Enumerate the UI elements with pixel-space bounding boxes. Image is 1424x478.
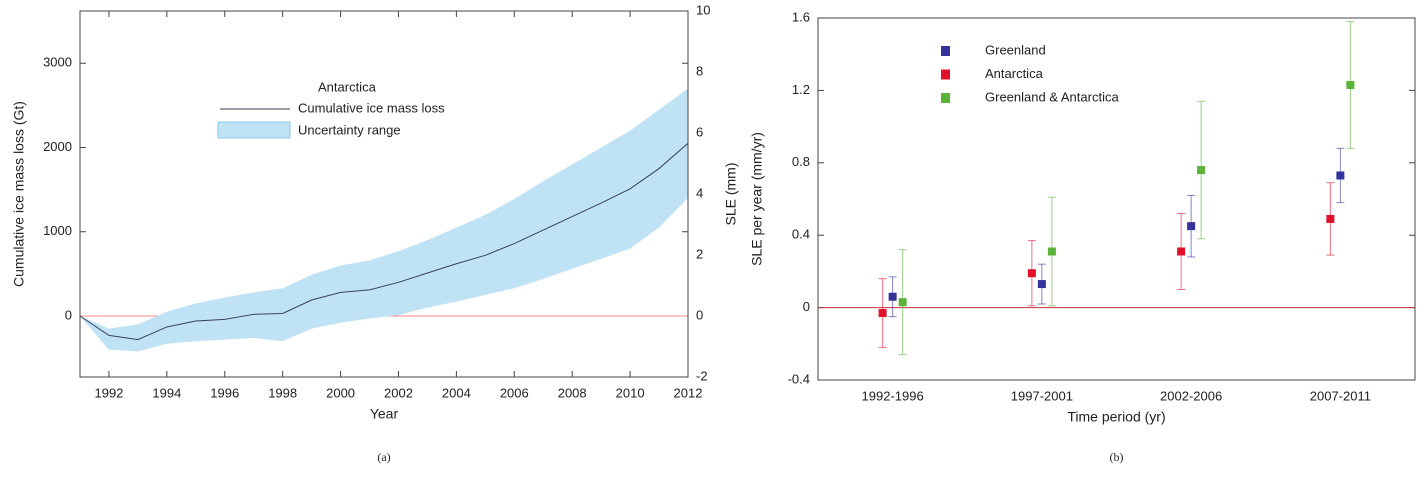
legend-swatch bbox=[941, 46, 950, 56]
legend-swatch bbox=[941, 93, 950, 103]
line bbox=[79, 142, 689, 341]
y2-axis-title: SLE (mm) bbox=[723, 163, 739, 226]
y-tick-label: 0 bbox=[65, 307, 72, 322]
x-tick-label: 2006 bbox=[500, 385, 529, 400]
marker bbox=[1037, 280, 1046, 289]
x-axis-title: Time period (yr) bbox=[1067, 409, 1165, 425]
x-tick-label: 2012 bbox=[674, 385, 703, 400]
y-tick-label: 1000 bbox=[43, 223, 72, 238]
y2-tick-label: 8 bbox=[696, 63, 703, 78]
x-tick-label: 1992-1996 bbox=[862, 388, 924, 403]
marker bbox=[1336, 171, 1345, 180]
y-tick-label: 0.8 bbox=[792, 154, 810, 169]
x-tick-label: 2007-2011 bbox=[1310, 388, 1371, 403]
marker bbox=[1346, 80, 1355, 89]
marker bbox=[1177, 247, 1186, 256]
marker bbox=[1197, 166, 1206, 175]
caption: (a) bbox=[377, 450, 390, 464]
x-tick-label: 1998 bbox=[268, 385, 297, 400]
y2-tick-label: 0 bbox=[696, 307, 703, 322]
y2-tick-label: 4 bbox=[696, 185, 703, 200]
y-tick-label: -0.4 bbox=[788, 371, 810, 386]
x-tick-label: 2008 bbox=[558, 385, 587, 400]
legend-label: Antarctica bbox=[985, 66, 1044, 81]
y-tick-label: 3000 bbox=[43, 55, 72, 70]
legend-band bbox=[217, 121, 291, 139]
marker bbox=[1326, 214, 1335, 223]
y2-tick-label: -2 bbox=[696, 368, 708, 383]
x-axis-title: Year bbox=[370, 406, 399, 422]
marker bbox=[878, 309, 887, 318]
y2-tick-label: 10 bbox=[696, 2, 710, 17]
x-tick-label: 1996 bbox=[210, 385, 239, 400]
x-tick-label: 2002 bbox=[384, 385, 413, 400]
marker bbox=[888, 292, 897, 301]
x-tick-label: 2002-2006 bbox=[1160, 388, 1222, 403]
y-tick-label: 1.2 bbox=[792, 82, 810, 97]
y-tick-label: 1.6 bbox=[792, 9, 810, 24]
x-tick-label: 2000 bbox=[326, 385, 355, 400]
y2-tick-label: 2 bbox=[696, 246, 703, 261]
marker bbox=[1047, 247, 1056, 256]
y-axis-title: SLE per year (mm/yr) bbox=[749, 132, 765, 266]
marker bbox=[898, 298, 907, 307]
y-axis-title: Cumulative ice mass loss (Gt) bbox=[11, 101, 27, 287]
y-tick-label: 0 bbox=[803, 299, 810, 314]
x-tick-label: 2010 bbox=[616, 385, 645, 400]
plot-frame bbox=[817, 17, 1416, 381]
y-tick-label: 2000 bbox=[43, 139, 72, 154]
x-tick-label: 2004 bbox=[442, 385, 471, 400]
y-tick-label: 0.4 bbox=[792, 227, 810, 242]
marker bbox=[1187, 222, 1196, 231]
plot-frame bbox=[79, 10, 689, 378]
legend-label: Cumulative ice mass loss bbox=[298, 100, 445, 115]
legend-label: Uncertainty range bbox=[298, 122, 401, 137]
y2-tick-label: 6 bbox=[696, 124, 703, 139]
legend-label: Greenland & Antarctica bbox=[985, 89, 1119, 104]
uncertainty-band bbox=[80, 88, 688, 352]
x-tick-label: 1997-2001 bbox=[1011, 388, 1073, 403]
caption: (b) bbox=[1110, 450, 1124, 464]
legend-title: Antarctica bbox=[318, 79, 377, 94]
x-tick-label: 1992 bbox=[94, 385, 123, 400]
marker bbox=[1027, 269, 1036, 278]
legend-label: Greenland bbox=[985, 42, 1046, 57]
legend-swatch bbox=[941, 69, 950, 80]
x-tick-label: 1994 bbox=[152, 385, 181, 400]
